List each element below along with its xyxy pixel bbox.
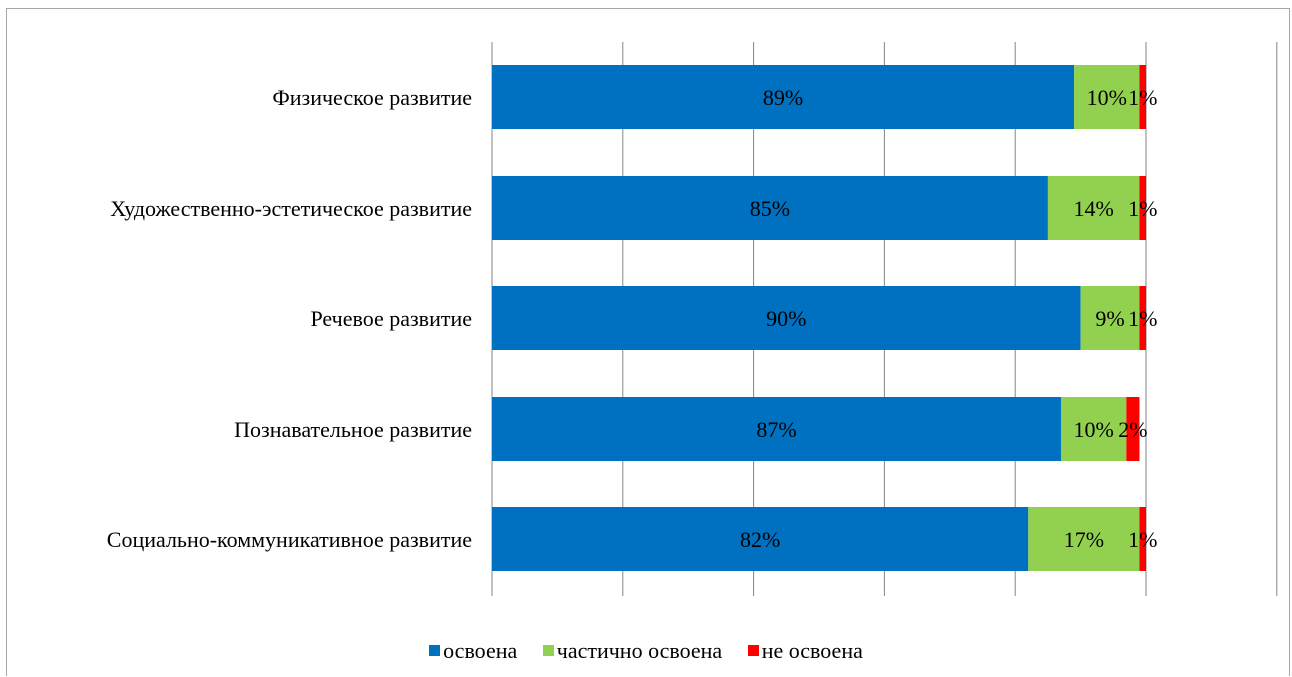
data-label-4-0: 82%: [740, 527, 780, 552]
bar-segment-3-1: [1060, 397, 1127, 461]
data-label-2-0: 90%: [766, 306, 806, 331]
bar-segment-2-2: [1139, 286, 1146, 350]
bar-segment-4-1: [1028, 507, 1140, 571]
legend-label-chastichno: частично освоена: [556, 637, 723, 663]
legend-label-ne-osvoena: не освоена: [761, 637, 863, 663]
bar-segment-0-1: [1074, 65, 1140, 129]
data-label-3-0: 87%: [756, 417, 796, 442]
legend-label-osvoena: освоена: [443, 637, 518, 663]
category-label-4: Социально-коммуникативное развитие: [107, 527, 472, 552]
data-label-4-2: 1%: [1128, 527, 1157, 552]
bar-segment-3-0: [492, 397, 1061, 461]
data-label-0-2: 1%: [1128, 85, 1157, 110]
bar-segment-2-0: [492, 286, 1081, 350]
data-label-2-1: 9%: [1095, 306, 1124, 331]
category-label-0: Физическое развитие: [272, 85, 472, 110]
data-label-1-1: 14%: [1074, 196, 1114, 221]
legend-swatch-ne-osvoena: [747, 645, 759, 657]
bars: [492, 65, 1146, 571]
data-label-2-2: 1%: [1128, 306, 1157, 331]
data-label-0-1: 10%: [1087, 85, 1127, 110]
bar-segment-4-2: [1139, 507, 1146, 571]
data-label-0-0: 89%: [763, 85, 803, 110]
legend-swatch-chastichno: [542, 645, 554, 657]
bar-segment-0-2: [1139, 65, 1146, 129]
legend-item-chastichno: частично освоена: [542, 637, 723, 664]
bar-segment-4-0: [492, 507, 1029, 571]
bar-segment-0-0: [492, 65, 1075, 129]
bar-segment-1-0: [492, 176, 1048, 240]
category-label-3: Познавательное развитие: [234, 417, 472, 442]
data-labels: 89% 10% 1%85% 14% 1%90% 9% 1%87% 10% 2%82% 17% 1%: [740, 85, 1157, 552]
stacked-bar-chart: 89% 10% 1%85% 14% 1%90% 9% 1%87% 10% 2%82% 17% 1% …: [107, 42, 1278, 596]
bar-segment-2-1: [1080, 286, 1140, 350]
category-labels: Физическое развитие Художественно-эстетич…: [107, 85, 472, 552]
data-label-1-0: 85%: [750, 196, 790, 221]
data-label-3-2: 2%: [1118, 417, 1147, 442]
bar-segment-1-1: [1047, 176, 1140, 240]
category-label-1: Художественно-эстетическое развитие: [110, 196, 472, 221]
bar-segment-3-2: [1126, 397, 1140, 461]
data-label-4-1: 17%: [1064, 527, 1104, 552]
legend: освоена частично освоена не освоена: [0, 636, 1292, 664]
category-label-2: Речевое развитие: [310, 306, 472, 331]
legend-swatch-osvoena: [429, 645, 441, 657]
data-label-3-1: 10%: [1074, 417, 1114, 442]
legend-item-osvoena: освоена: [429, 638, 517, 664]
legend-item-ne-osvoena: не освоена: [747, 637, 863, 664]
data-label-1-2: 1%: [1128, 196, 1157, 221]
bar-segment-1-2: [1139, 176, 1146, 240]
